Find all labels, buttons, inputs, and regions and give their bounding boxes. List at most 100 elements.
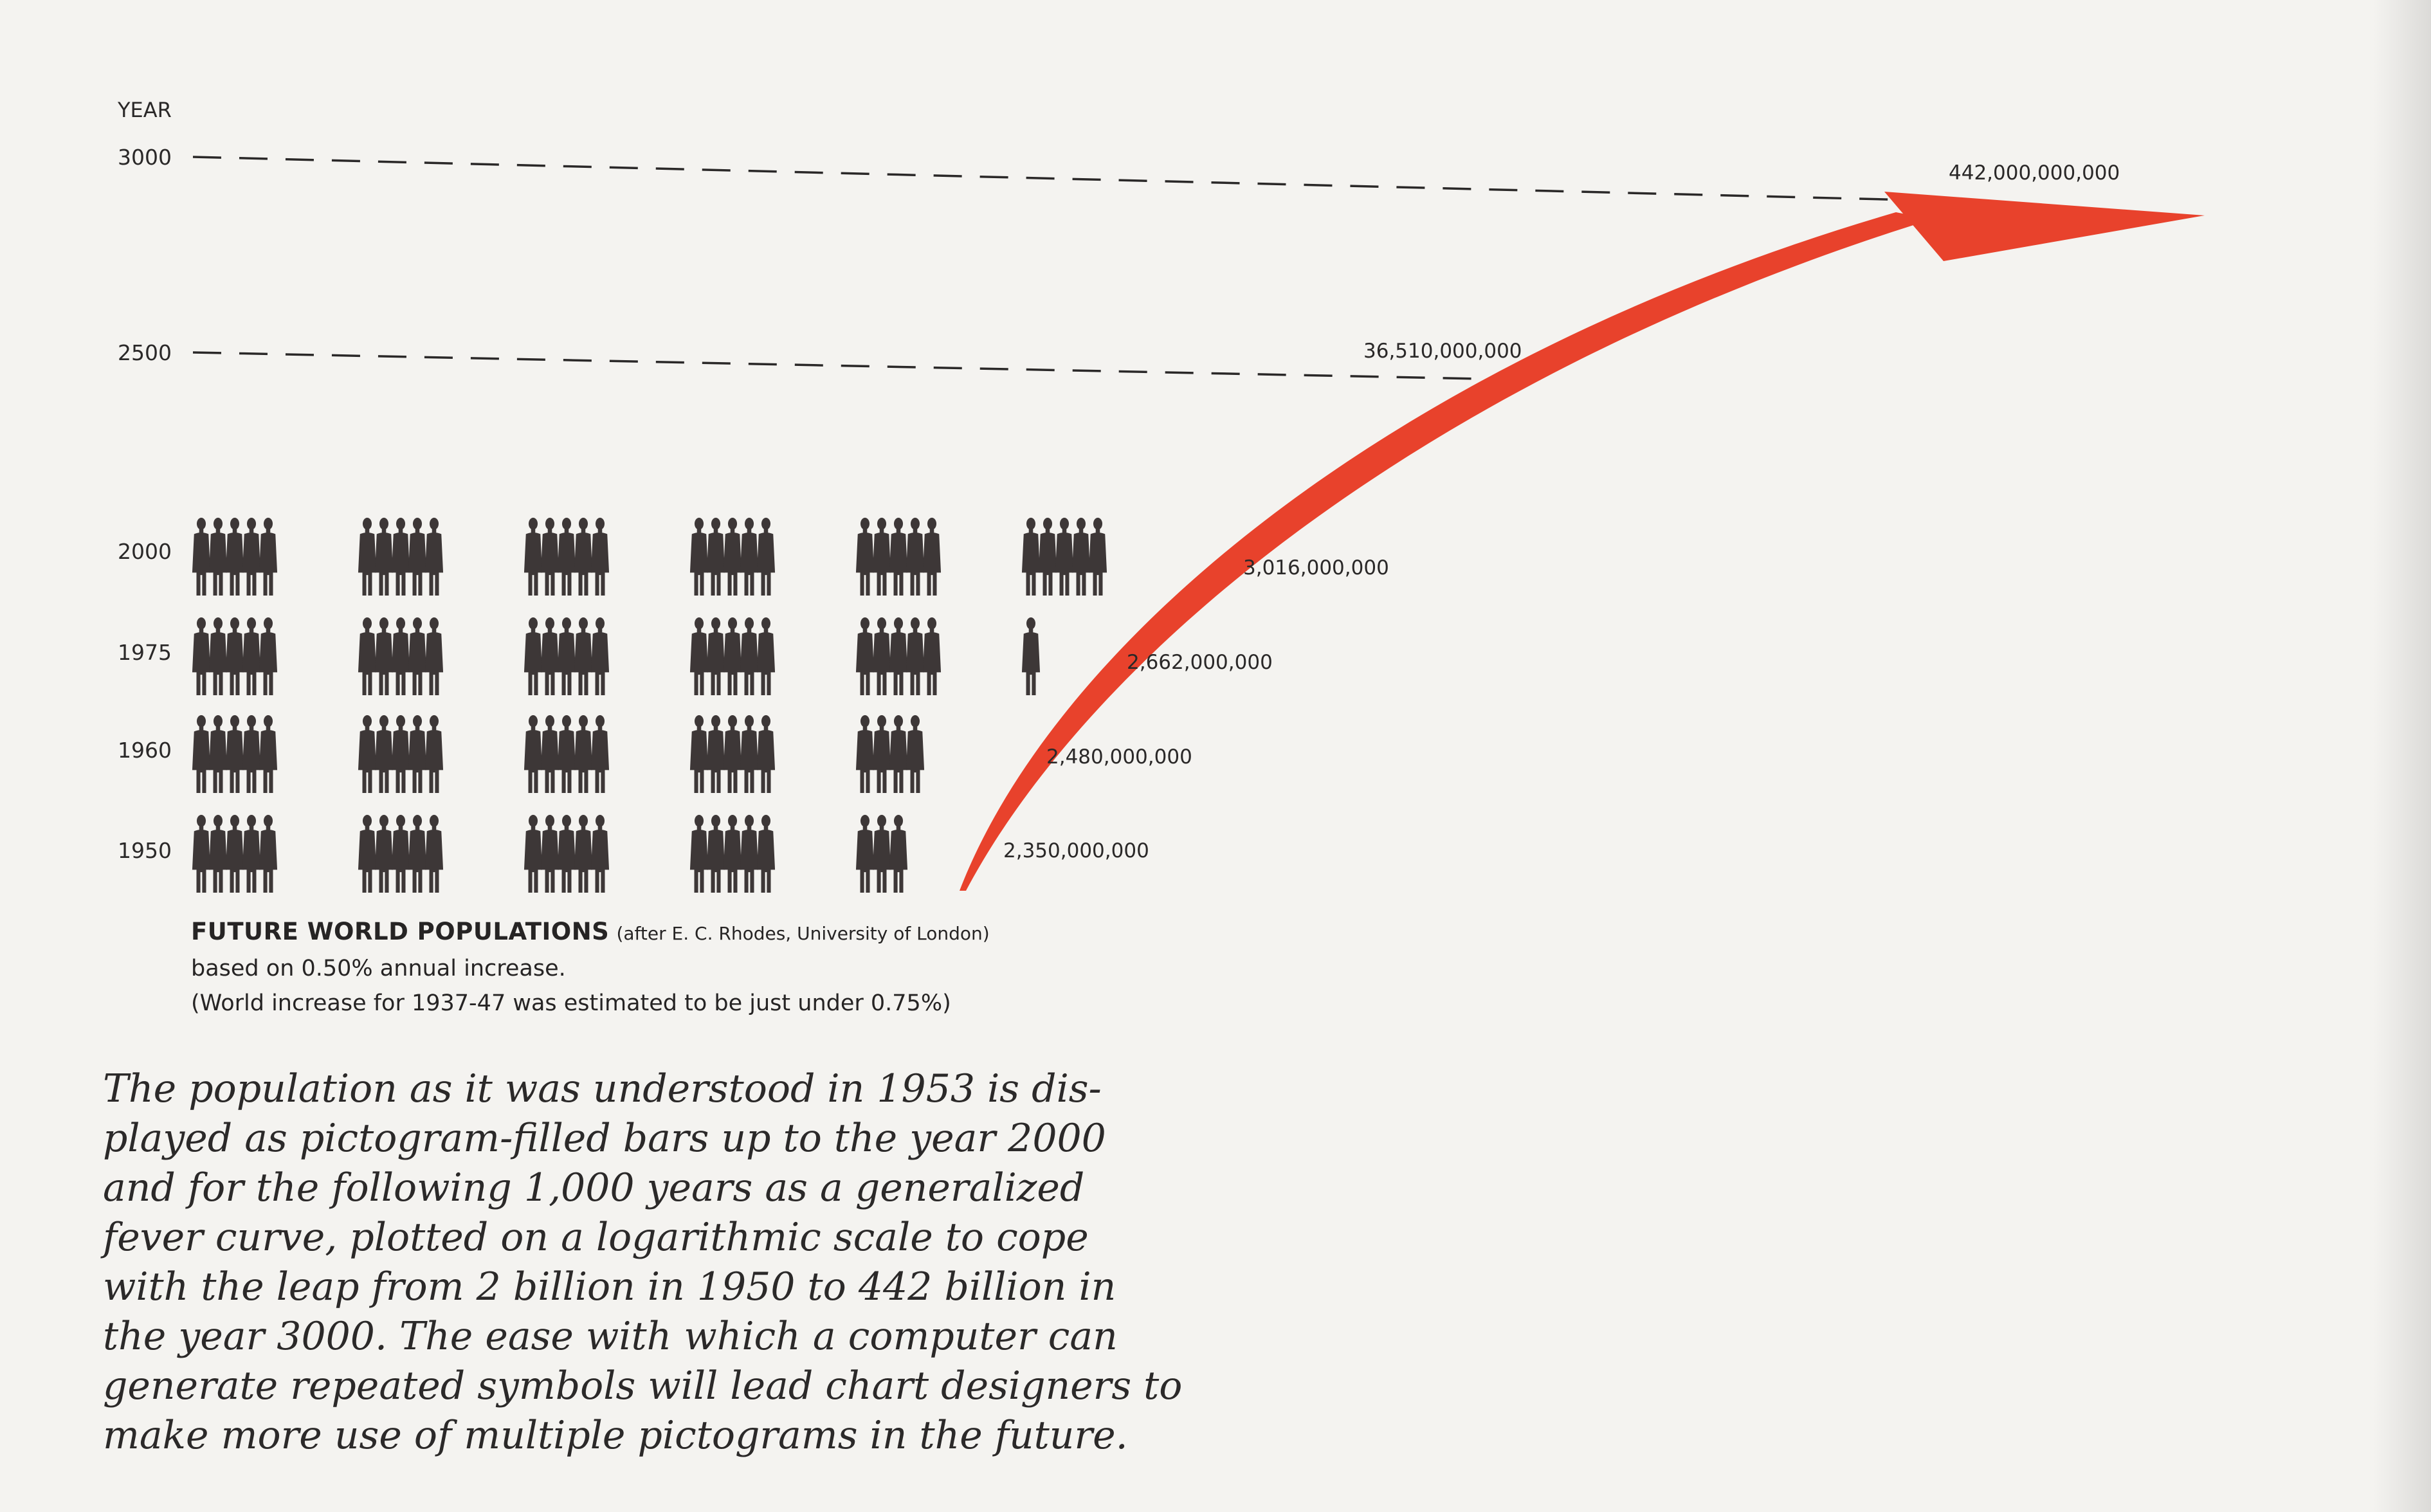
pictogram-row-1960 xyxy=(192,715,925,793)
person-figure xyxy=(889,715,908,793)
person-figure xyxy=(872,815,891,893)
person-figure xyxy=(374,715,394,793)
person-figure xyxy=(225,518,244,596)
person-figure xyxy=(922,617,942,695)
person-figure xyxy=(855,815,875,893)
person-figure xyxy=(408,715,427,793)
person-figure xyxy=(358,715,377,793)
person-figure xyxy=(756,815,776,893)
person-figure xyxy=(906,715,925,793)
person-figure xyxy=(208,617,228,695)
person-figure xyxy=(374,617,394,695)
person-figure xyxy=(391,617,410,695)
person-figure xyxy=(1055,518,1074,596)
person-figure xyxy=(540,518,560,596)
person-figure xyxy=(855,715,875,793)
person-figure xyxy=(524,518,543,596)
person-figure xyxy=(424,518,444,596)
person-figure xyxy=(590,715,610,793)
pictogram-row-1975 xyxy=(192,617,1041,695)
person-figure xyxy=(740,518,759,596)
person-figure xyxy=(689,518,709,596)
person-figure xyxy=(756,518,776,596)
projection-curve xyxy=(960,192,2205,891)
person-figure xyxy=(225,617,244,695)
person-figure xyxy=(706,518,725,596)
year-label-3000: 3000 xyxy=(118,145,172,170)
person-figure xyxy=(192,715,211,793)
person-figure xyxy=(889,518,908,596)
person-figure xyxy=(872,518,891,596)
person-figure xyxy=(922,518,942,596)
person-figure xyxy=(192,617,211,695)
person-figure xyxy=(689,715,709,793)
person-figure xyxy=(242,815,261,893)
person-figure xyxy=(524,715,543,793)
person-figure xyxy=(225,815,244,893)
pictogram-row-2000 xyxy=(192,518,1107,596)
year-label-2500: 2500 xyxy=(118,340,172,365)
person-figure xyxy=(408,815,427,893)
description-line: fever curve, plotted on a logarithmic sc… xyxy=(103,1215,1089,1260)
description-line: The population as it was understood in 1… xyxy=(103,1066,1102,1111)
person-figure xyxy=(225,715,244,793)
person-figure xyxy=(408,617,427,695)
page-edge-shadow xyxy=(2373,0,2431,1512)
year-tick-labels: 3000 2500 2000 1975 1960 1950 xyxy=(118,145,172,863)
chart-subtitle-line: based on 0.50% annual increase. xyxy=(191,956,566,981)
year-label-1950: 1950 xyxy=(118,838,172,863)
person-figure xyxy=(590,617,610,695)
description-line: with the leap from 2 billion in 1950 to … xyxy=(103,1264,1116,1309)
person-figure xyxy=(906,518,925,596)
person-figure xyxy=(192,815,211,893)
ref-line-3000 xyxy=(192,156,1962,203)
person-figure xyxy=(557,715,576,793)
person-figure xyxy=(242,617,261,695)
curve-arrow-head xyxy=(1884,192,2205,261)
description-line: and for the following 1,000 years as a g… xyxy=(103,1165,1085,1210)
value-label-1960: 2,480,000,000 xyxy=(1046,745,1192,769)
person-figure xyxy=(723,815,742,893)
person-figure xyxy=(540,617,560,695)
value-label-1975: 2,662,000,000 xyxy=(1127,651,1273,674)
person-figure xyxy=(1038,518,1057,596)
person-figure xyxy=(1021,518,1041,596)
description-line: played as pictogram-filled bars up to th… xyxy=(103,1116,1106,1161)
person-figure xyxy=(524,815,543,893)
pictogram-bars xyxy=(192,518,1107,893)
chart-caption: FUTURE WORLD POPULATIONS (after E. C. Rh… xyxy=(191,915,990,1021)
value-label-3000: 442,000,000,000 xyxy=(1949,161,2120,185)
person-figure xyxy=(540,815,560,893)
person-figure xyxy=(872,715,891,793)
person-figure xyxy=(574,518,593,596)
person-figure xyxy=(756,715,776,793)
person-figure xyxy=(358,815,377,893)
person-figure xyxy=(706,715,725,793)
person-figure xyxy=(740,815,759,893)
person-figure xyxy=(1021,617,1041,695)
person-figure xyxy=(872,617,891,695)
person-figure xyxy=(574,715,593,793)
description-line: generate repeated symbols will lead char… xyxy=(103,1363,1183,1408)
person-figure xyxy=(740,715,759,793)
person-figure xyxy=(391,518,410,596)
person-figure xyxy=(424,715,444,793)
chart-title: FUTURE WORLD POPULATIONS xyxy=(191,918,610,945)
person-figure xyxy=(374,518,394,596)
description-line: make more use of multiple pictograms in … xyxy=(103,1413,1128,1458)
population-value-labels: 3,016,000,000 2,662,000,000 2,480,000,000 2… xyxy=(1003,161,2120,862)
person-figure xyxy=(391,715,410,793)
person-figure xyxy=(689,815,709,893)
value-label-2500: 36,510,000,000 xyxy=(1363,340,1522,363)
person-figure xyxy=(855,617,875,695)
person-figure xyxy=(723,518,742,596)
person-figure xyxy=(756,617,776,695)
year-label-1960: 1960 xyxy=(118,738,172,763)
person-figure xyxy=(557,518,576,596)
year-label-1975: 1975 xyxy=(118,640,172,665)
person-figure xyxy=(689,617,709,695)
person-figure xyxy=(424,617,444,695)
person-figure xyxy=(1071,518,1091,596)
person-figure xyxy=(259,518,278,596)
chart-subtitle-line: (World increase for 1937-47 was estimate… xyxy=(191,990,951,1016)
